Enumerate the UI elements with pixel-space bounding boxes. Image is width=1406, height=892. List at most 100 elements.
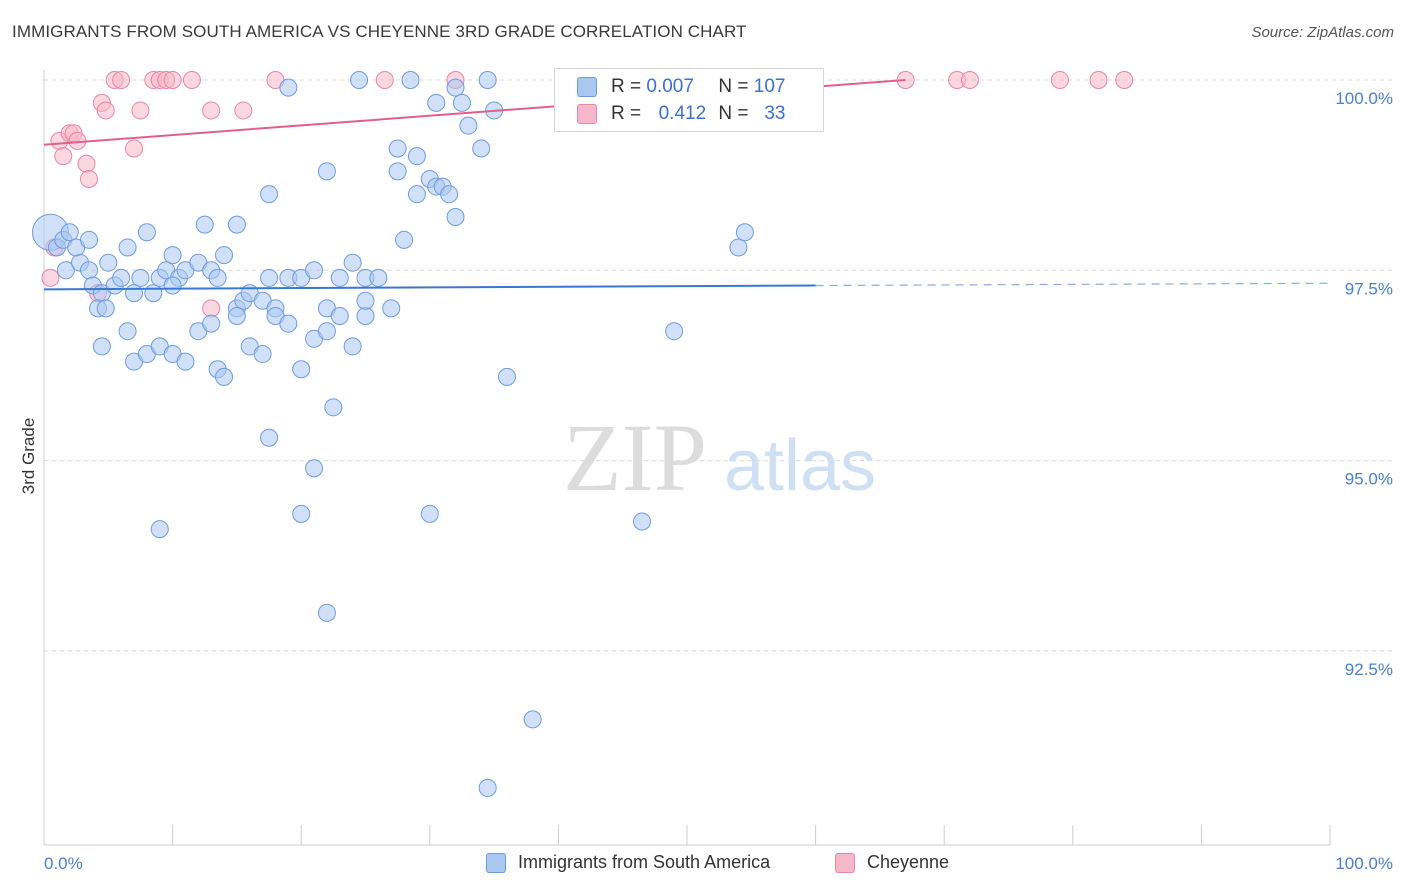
south-america-point — [92, 337, 111, 356]
cheyenne-point — [77, 154, 96, 173]
south-america-point — [427, 93, 446, 112]
south-america-point — [350, 71, 369, 89]
south-america-point — [118, 238, 137, 257]
south-america-point — [112, 268, 131, 287]
south-america-point — [665, 322, 684, 341]
south-america-point — [99, 253, 118, 272]
y-tick-label: 92.5% — [1345, 660, 1393, 679]
cheyenne-point — [234, 101, 253, 120]
x-tick-label-max: 100.0% — [1335, 854, 1393, 873]
south-america-point — [118, 322, 137, 341]
legend-swatch-south-america — [577, 77, 597, 97]
south-america-point — [253, 345, 272, 364]
south-america-point — [195, 215, 214, 234]
correlation-legend: R = 0.007 N = 107 R = 0.412 N = 33 — [554, 68, 824, 132]
cheyenne-point — [1089, 71, 1108, 89]
south-america-point — [369, 268, 388, 287]
cheyenne-point — [96, 101, 115, 120]
cheyenne-point — [960, 71, 979, 89]
south-america-point — [163, 246, 182, 265]
south-america-point — [401, 71, 420, 89]
chart-title: IMMIGRANTS FROM SOUTH AMERICA VS CHEYENN… — [12, 22, 747, 41]
trend-line-south-america — [43, 284, 816, 291]
south-america-point — [305, 261, 324, 280]
legend-row-south-america: R = 0.007 N = 107 — [577, 74, 785, 100]
legend-r-label: R = — [611, 76, 642, 97]
south-america-point — [215, 246, 234, 265]
south-america-point — [729, 238, 748, 257]
watermark-zip: ZIP — [563, 404, 707, 511]
south-america-point — [279, 314, 298, 333]
south-america-point — [330, 268, 349, 287]
x-tick-labels: 0.0% 100.0% — [44, 854, 1393, 873]
axes — [43, 70, 1331, 846]
legend-label-cheyenne: Cheyenne — [867, 852, 950, 872]
south-america-point — [60, 223, 79, 242]
y-tick-labels: 92.5% 95.0% 97.5% 100.0% — [1335, 89, 1393, 679]
south-america-point — [144, 284, 163, 303]
south-america-point — [279, 78, 298, 97]
cheyenne-point — [375, 71, 394, 89]
south-america-point — [215, 367, 234, 386]
watermark: ZIP atlas — [563, 404, 876, 511]
south-america-point — [472, 139, 491, 158]
cheyenne-point — [1115, 71, 1134, 89]
south-america-point — [292, 504, 311, 523]
legend-r-value: 0.007 — [646, 76, 694, 97]
legend-item-cheyenne: Cheyenne — [835, 852, 949, 873]
legend-row-cheyenne: R = 0.412 N = 33 — [577, 101, 785, 127]
south-america-point — [227, 215, 246, 234]
legend-r-label: R = — [611, 103, 642, 124]
cheyenne-point — [202, 101, 221, 120]
south-america-point — [382, 299, 401, 318]
south-america-point — [407, 147, 426, 166]
south-america-point — [446, 208, 465, 227]
cheyenne-point — [112, 71, 131, 89]
cheyenne-point — [202, 299, 221, 318]
trend-line-south-america-extension — [815, 282, 1331, 287]
cheyenne-point — [131, 101, 150, 120]
series-legend: Immigrants from South America Cheyenne — [0, 852, 1406, 878]
south-america-point — [317, 603, 336, 622]
legend-swatch-cheyenne — [835, 852, 855, 873]
legend-swatch-south-america — [486, 852, 506, 873]
south-america-point — [330, 306, 349, 325]
series-south-america-points — [31, 71, 754, 797]
legend-label-south-america: Immigrants from South America — [518, 852, 771, 872]
south-america-point — [80, 261, 99, 280]
south-america-point — [292, 360, 311, 379]
south-america-point — [125, 284, 144, 303]
legend-r-value: 0.412 — [658, 103, 707, 124]
south-america-point — [176, 352, 195, 371]
south-america-point — [260, 268, 279, 287]
south-america-point — [446, 78, 465, 97]
legend-n-value: 107 — [753, 76, 786, 97]
cheyenne-point — [41, 268, 60, 287]
south-america-point — [420, 504, 439, 523]
south-america-point — [459, 116, 478, 135]
legend-n-label: N = — [718, 103, 749, 124]
south-america-point — [497, 367, 516, 386]
south-america-point — [478, 778, 497, 797]
south-america-point — [56, 261, 75, 280]
source-credit: Source: ZipAtlas.com — [1251, 24, 1394, 41]
cheyenne-point — [80, 169, 99, 188]
south-america-point — [227, 306, 246, 325]
south-america-point — [632, 512, 651, 531]
cheyenne-point — [182, 71, 201, 89]
south-america-point — [80, 230, 99, 249]
y-tick-label: 100.0% — [1335, 89, 1393, 108]
south-america-point — [356, 306, 375, 325]
south-america-point — [305, 459, 324, 478]
south-america-point — [202, 314, 221, 333]
south-america-point — [317, 162, 336, 181]
south-america-point — [407, 185, 426, 204]
y-axis-label: 3rd Grade — [19, 418, 38, 495]
south-america-point — [137, 223, 156, 242]
south-america-point — [388, 162, 407, 181]
y-tick-label: 95.0% — [1345, 470, 1393, 489]
south-america-point — [260, 428, 279, 447]
south-america-point — [395, 230, 414, 249]
south-america-point — [150, 520, 169, 539]
legend-n-label: N = — [718, 76, 749, 97]
